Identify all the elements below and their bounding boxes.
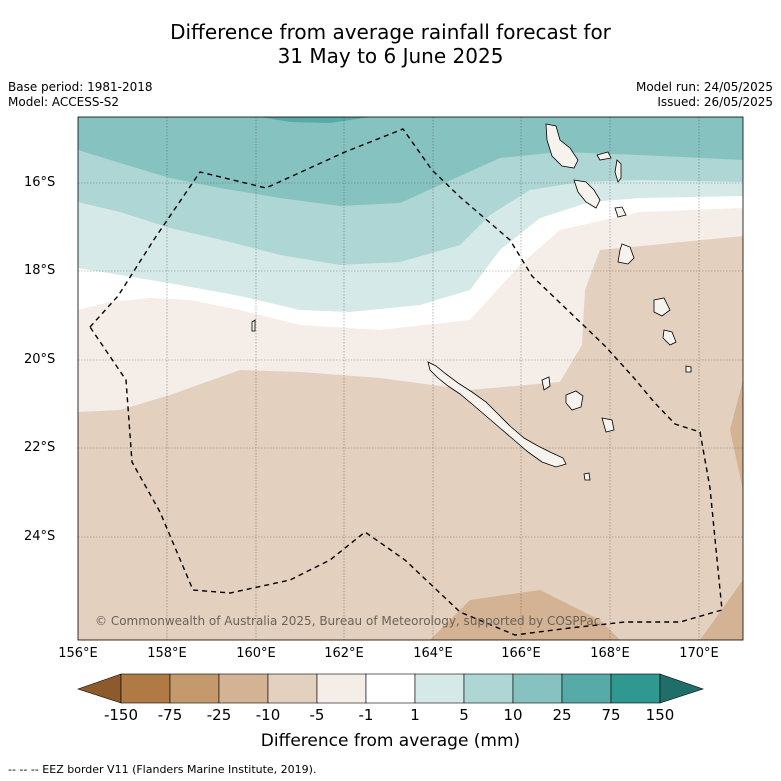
vanuatu-malekula — [573, 179, 601, 209]
band-minus25-minus10-south — [430, 590, 620, 640]
map-title: Difference from average rainfall forecas… — [0, 20, 781, 68]
loyalty-east-2 — [662, 329, 677, 346]
lon-label-158e: 158°E — [147, 646, 187, 661]
map-frame — [77, 116, 744, 641]
colorbar-swatch-11 — [610, 673, 661, 704]
band-minus25-minus10-east — [730, 380, 743, 490]
island-688 — [685, 365, 692, 373]
lon-label-162e: 162°E — [324, 646, 364, 661]
lat-label-18s: 18°S — [24, 263, 56, 278]
colorbar-swatch-2 — [169, 673, 220, 704]
band-east-dry — [600, 270, 743, 640]
loyalty-island-3 — [601, 417, 615, 433]
lat-label-22s: 22°S — [24, 440, 56, 455]
new-caledonia — [427, 361, 567, 468]
colorbar-swatch-7 — [414, 673, 465, 704]
colorbar-swatch-8 — [463, 673, 514, 704]
base-period: Base period: 1981-2018 — [8, 80, 153, 94]
loyalty-east-1 — [653, 297, 671, 317]
colorbar-swatch-1 — [120, 673, 171, 704]
copyright-notice: © Commonwealth of Australia 2025, Bureau… — [95, 614, 601, 628]
colorbar-tick: 150 — [645, 706, 675, 724]
title-line-1: Difference from average rainfall forecas… — [170, 20, 611, 44]
loyalty-island-1 — [565, 390, 584, 411]
colorbar-swatch-10 — [561, 673, 612, 704]
colorbar-tick: -5 — [309, 706, 325, 724]
meta-left: Base period: 1981-2018 Model: ACCESS-S2 — [8, 80, 153, 110]
colorbar-tick: -1 — [358, 706, 374, 724]
loyalty-island-2 — [541, 376, 551, 391]
lon-label-166e: 166°E — [501, 646, 541, 661]
eez-border — [89, 128, 723, 636]
model-name: Model: ACCESS-S2 — [8, 95, 120, 109]
title-line-2: 31 May to 6 June 2025 — [277, 44, 504, 68]
island-585 — [583, 472, 591, 481]
meta-right: Model run: 24/05/2025 Issued: 26/05/2025 — [636, 80, 773, 110]
colorbar-arrow-high — [659, 673, 704, 704]
colorbar-tick: 1 — [410, 706, 420, 724]
coastlines — [251, 123, 692, 481]
vanuatu-efate — [614, 206, 627, 218]
lon-label-156e: 156°E — [58, 646, 98, 661]
lat-label-20s: 20°S — [24, 352, 56, 367]
lon-label-160e: 160°E — [236, 646, 276, 661]
colorbar-tick: 25 — [552, 706, 572, 724]
lat-label-16s: 16°S — [24, 175, 56, 190]
rainfall-field — [78, 117, 743, 640]
eez-footnote: -- -- -- EEZ border V11 (Flanders Marine… — [8, 763, 317, 776]
colorbar-tick: -10 — [255, 706, 281, 724]
colorbar-swatch-3 — [218, 673, 269, 704]
colorbar-tick: -25 — [206, 706, 232, 724]
colorbar-swatch-6 — [365, 673, 416, 704]
vanuatu-espiritu-santo — [545, 123, 579, 169]
chesterfield-islet — [251, 319, 256, 332]
lat-label-24s: 24°S — [24, 529, 56, 544]
colorbar-swatch-5 — [316, 673, 367, 704]
colorbar-arrow-low — [77, 673, 122, 704]
colorbar-tick: -150 — [103, 706, 139, 724]
colorbar-tick: 5 — [459, 706, 469, 724]
band-25-75 — [260, 117, 370, 123]
colorbar-swatch-4 — [267, 673, 318, 704]
model-run: Model run: 24/05/2025 — [635, 80, 773, 94]
colorbar-tick: 10 — [503, 706, 523, 724]
colorbar-tick: -75 — [157, 706, 183, 724]
issued-date: Issued: 26/05/2025 — [657, 95, 773, 109]
colorbar-title: Difference from average (mm) — [260, 731, 521, 751]
graticule — [78, 117, 743, 640]
colorbar — [77, 673, 704, 704]
vanuatu-pentecost — [614, 159, 622, 183]
colorbar-tick: 75 — [601, 706, 621, 724]
band-10-25-west — [78, 117, 490, 150]
colorbar-swatch-9 — [512, 673, 563, 704]
lon-label-170e: 170°E — [679, 646, 719, 661]
lon-label-164e: 164°E — [413, 646, 453, 661]
lon-label-168e: 168°E — [590, 646, 630, 661]
vanuatu-erromango — [617, 243, 635, 265]
vanuatu-ambae — [596, 151, 612, 161]
